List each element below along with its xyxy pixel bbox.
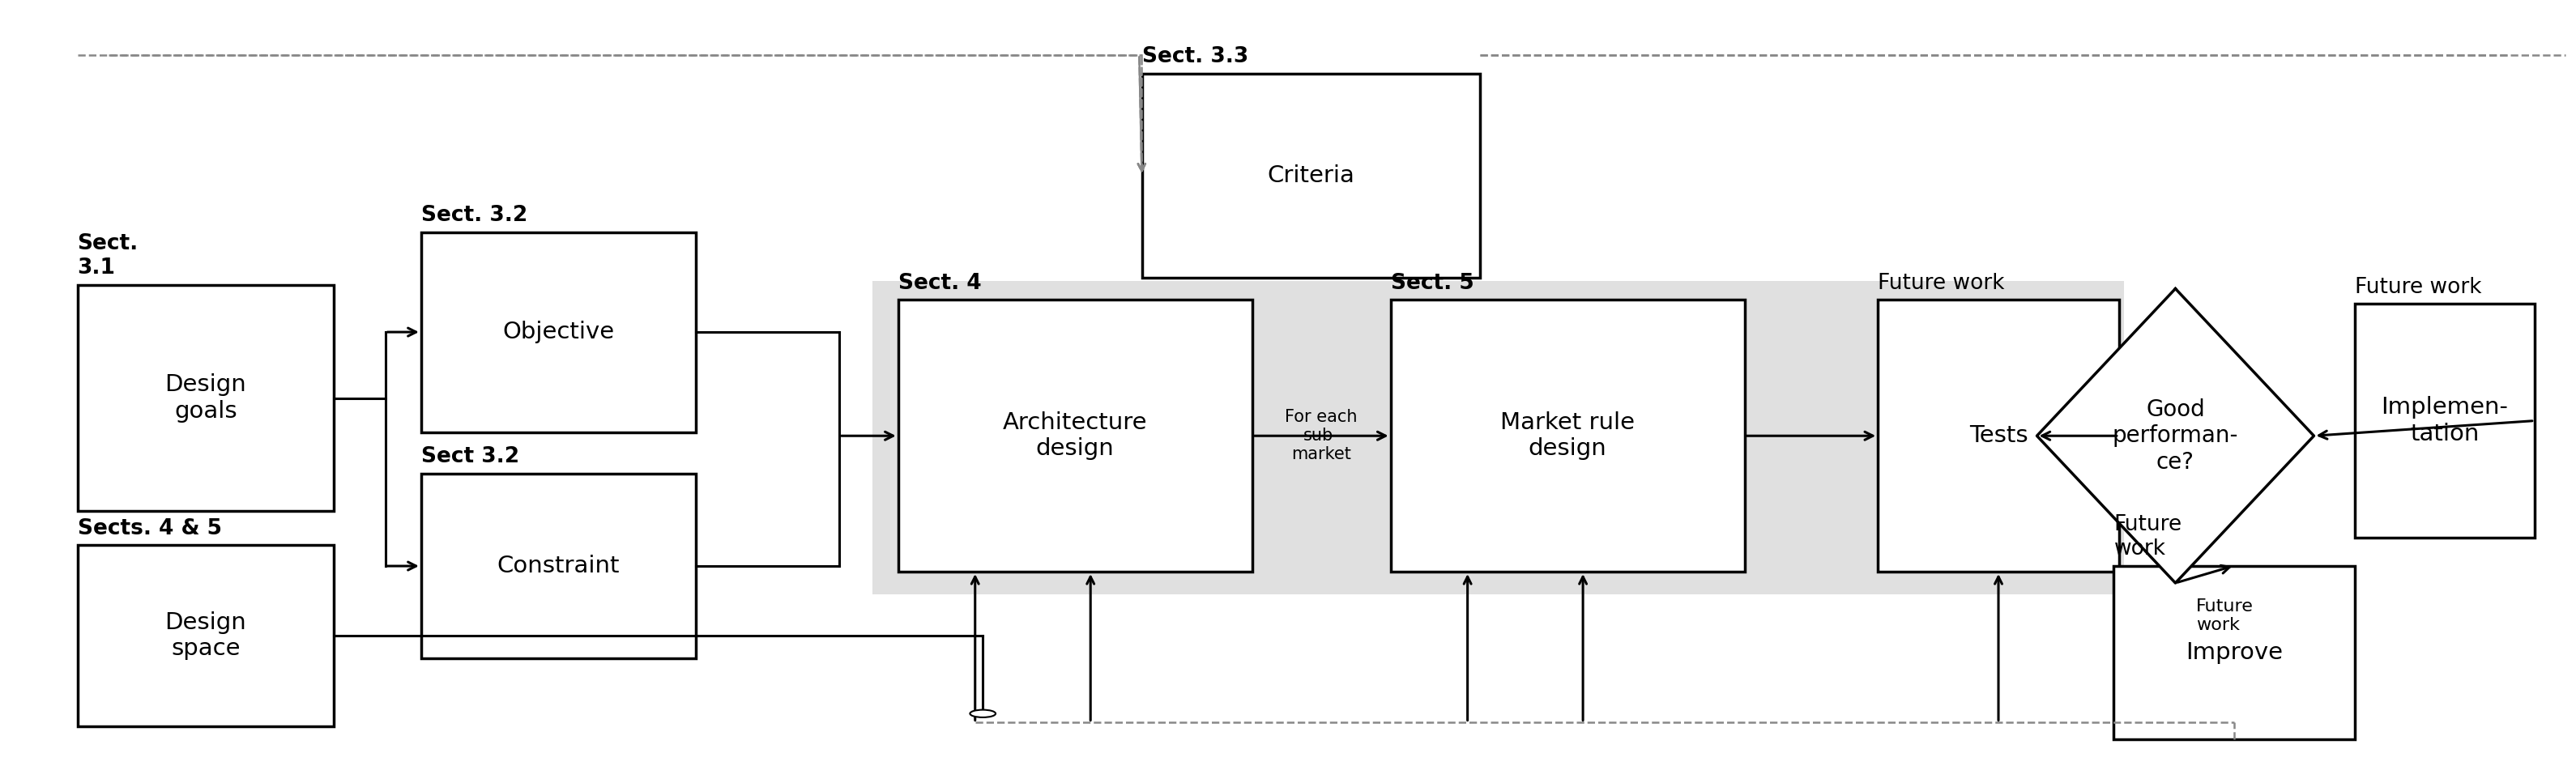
Text: Sect 3.2: Sect 3.2	[420, 447, 520, 467]
Text: Future
work: Future work	[2115, 514, 2182, 560]
Text: Market rule
design: Market rule design	[1499, 411, 1636, 460]
Text: Future work: Future work	[1878, 273, 2004, 294]
Text: Improve: Improve	[2187, 641, 2282, 664]
Text: Architecture
design: Architecture design	[1002, 411, 1146, 460]
Text: Criteria: Criteria	[1267, 164, 1355, 187]
Text: Future
work: Future work	[2195, 598, 2254, 633]
Text: Sect. 4: Sect. 4	[899, 273, 981, 294]
Bar	[420, 232, 696, 432]
Text: Design
space: Design space	[165, 611, 247, 660]
Bar	[2354, 304, 2535, 538]
Text: Tests: Tests	[1968, 424, 2027, 447]
Text: Sect. 3.3: Sect. 3.3	[1141, 47, 1249, 67]
Bar	[77, 545, 335, 726]
Text: Sect. 3.2: Sect. 3.2	[420, 205, 528, 226]
Text: Constraint: Constraint	[497, 555, 621, 578]
Text: Sect. 5: Sect. 5	[1391, 273, 1473, 294]
Bar	[420, 473, 696, 659]
Bar	[873, 281, 2125, 594]
Bar	[1878, 300, 2120, 571]
Text: Future work: Future work	[2354, 277, 2481, 298]
Circle shape	[971, 710, 994, 717]
Bar	[899, 300, 1252, 571]
Bar	[77, 285, 335, 512]
Text: For each
sub-
market: For each sub- market	[1285, 409, 1358, 463]
Text: Good
performan-
ce?: Good performan- ce?	[2112, 398, 2239, 473]
Bar	[1141, 74, 1481, 277]
Text: Implemen-
tation: Implemen- tation	[2380, 396, 2509, 445]
Bar	[1391, 300, 1744, 571]
Text: Sect.
3.1: Sect. 3.1	[77, 234, 139, 279]
Polygon shape	[2038, 289, 2313, 583]
Text: Sects. 4 & 5: Sects. 4 & 5	[77, 518, 222, 539]
Bar	[2115, 565, 2354, 739]
Text: Objective: Objective	[502, 321, 613, 343]
Text: Design
goals: Design goals	[165, 374, 247, 423]
